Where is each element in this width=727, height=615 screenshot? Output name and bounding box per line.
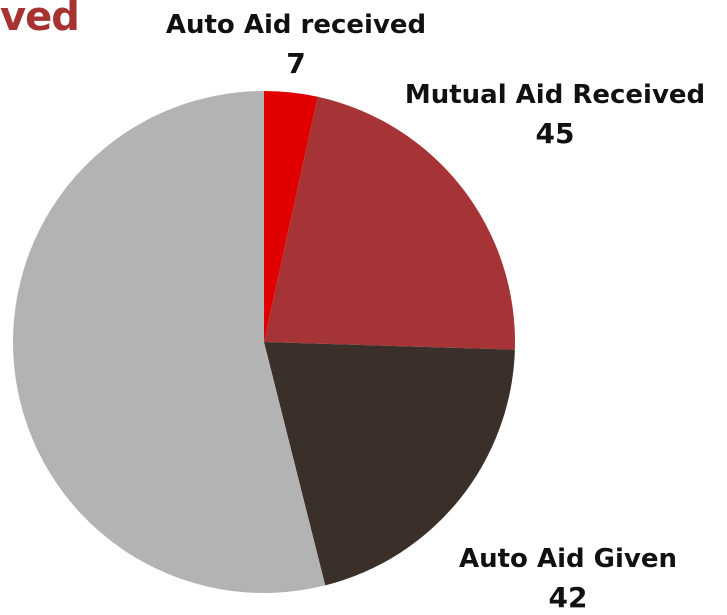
- slice-label-auto-aid-received: Auto Aid received: [166, 10, 426, 40]
- chart-title-fragment: ved: [0, 0, 80, 40]
- pie-labels: Auto Aid received 7 Mutual Aid Received 45 A…: [166, 10, 705, 614]
- slice-label-mutual-aid-received: Mutual Aid Received: [405, 80, 705, 110]
- pie-slice-auto-aid-received: [264, 91, 318, 342]
- pie-slice-unlabeled: [13, 91, 326, 593]
- pie-slice-auto-aid-given: [264, 342, 515, 586]
- slice-value-auto-aid-received: 7: [286, 47, 305, 80]
- slice-value-auto-aid-given: 42: [549, 581, 588, 614]
- slice-label-auto-aid-given: Auto Aid Given: [459, 544, 677, 574]
- pie-slices: [13, 91, 515, 593]
- pie-slice-mutual-aid-received: [264, 96, 515, 350]
- slice-value-mutual-aid-received: 45: [536, 117, 575, 150]
